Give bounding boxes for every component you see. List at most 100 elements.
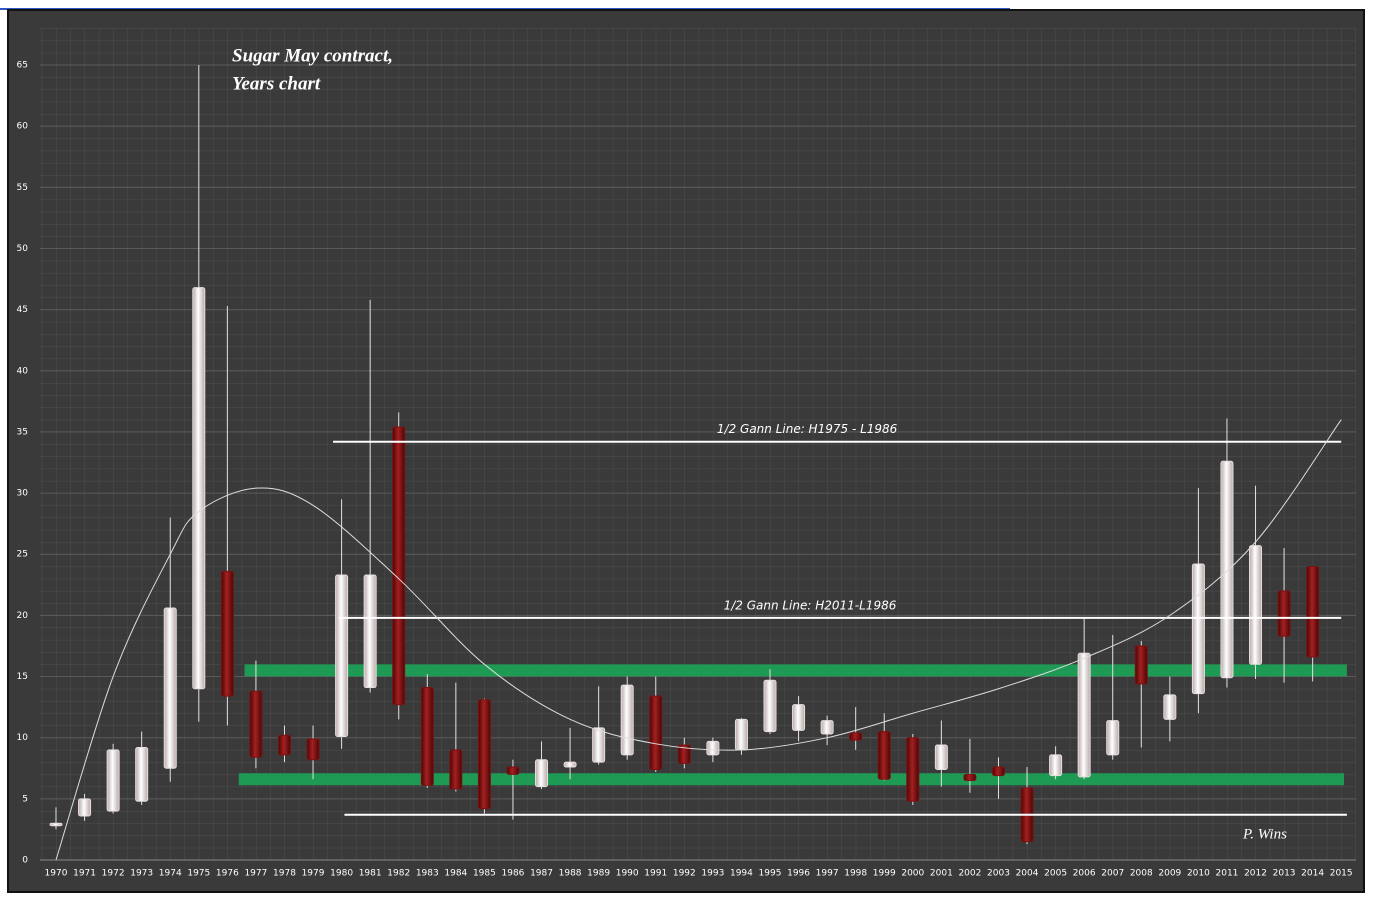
candle-body bbox=[906, 737, 920, 802]
x-tick-label: 1982 bbox=[387, 869, 410, 879]
candle-body bbox=[820, 720, 834, 735]
x-tick-label: 1980 bbox=[330, 869, 353, 879]
candle-body bbox=[477, 699, 491, 810]
y-tick-label: 35 bbox=[17, 427, 28, 437]
candle-body bbox=[49, 822, 63, 827]
candle-body bbox=[306, 738, 320, 761]
x-tick-label: 1971 bbox=[73, 869, 96, 879]
candle-body bbox=[763, 679, 777, 733]
x-tick-label: 1983 bbox=[416, 869, 439, 879]
x-tick-label: 1986 bbox=[502, 869, 525, 879]
x-tick-label: 1998 bbox=[844, 869, 867, 879]
candle-body bbox=[277, 734, 291, 756]
candle-body bbox=[991, 766, 1005, 777]
x-tick-label: 2007 bbox=[1101, 869, 1124, 879]
candle-body bbox=[1306, 565, 1320, 658]
x-tick-label: 2004 bbox=[1016, 869, 1039, 879]
candle-body bbox=[792, 704, 806, 731]
y-tick-label: 5 bbox=[22, 794, 28, 804]
x-tick-label: 2000 bbox=[901, 869, 924, 879]
x-tick-label: 2011 bbox=[1216, 869, 1239, 879]
y-tick-label: 55 bbox=[17, 183, 28, 193]
x-tick-label: 1997 bbox=[816, 869, 839, 879]
candle-body bbox=[677, 744, 691, 764]
x-tick-label: 1992 bbox=[673, 869, 696, 879]
author: P. Wins bbox=[1242, 826, 1287, 842]
y-tick-label: 20 bbox=[17, 611, 29, 621]
candle-body bbox=[535, 759, 549, 788]
x-tick-label: 1981 bbox=[359, 869, 382, 879]
x-tick-label: 1985 bbox=[473, 869, 496, 879]
candle-body bbox=[1249, 545, 1263, 665]
x-tick-label: 1989 bbox=[587, 869, 610, 879]
candle-body bbox=[506, 766, 520, 775]
x-tick-label: 1993 bbox=[701, 869, 724, 879]
candle-body bbox=[592, 727, 606, 763]
candle-body bbox=[106, 749, 120, 812]
gann-label: 1/2 Gann Line: H2011-L1986 bbox=[724, 598, 897, 612]
x-tick-label: 1987 bbox=[530, 869, 553, 879]
x-tick-label: 1996 bbox=[787, 869, 810, 879]
candle-body bbox=[135, 746, 149, 802]
x-tick-label: 1990 bbox=[616, 869, 639, 879]
x-tick-label: 1999 bbox=[873, 869, 896, 879]
y-tick-label: 40 bbox=[17, 366, 29, 376]
trend-curve bbox=[55, 419, 1342, 861]
x-tick-label: 1994 bbox=[730, 869, 753, 879]
candle-body bbox=[563, 761, 577, 768]
x-tick-label: 1976 bbox=[216, 869, 239, 879]
x-tick-label: 2012 bbox=[1244, 869, 1267, 879]
x-tick-label: 1975 bbox=[187, 869, 210, 879]
x-tick-label: 2006 bbox=[1073, 869, 1096, 879]
y-tick-label: 0 bbox=[22, 856, 28, 866]
x-tick-label: 2013 bbox=[1273, 869, 1296, 879]
candle-body bbox=[963, 773, 977, 782]
candle-body bbox=[849, 732, 863, 741]
candle-body bbox=[877, 731, 891, 780]
x-tick-label: 1995 bbox=[759, 869, 782, 879]
chart-subtitle: Years chart bbox=[232, 73, 321, 94]
candle-body bbox=[1191, 563, 1205, 695]
candle-body bbox=[78, 798, 92, 817]
candle-body bbox=[1049, 754, 1063, 777]
x-tick-label: 2015 bbox=[1330, 869, 1353, 879]
y-tick-label: 60 bbox=[17, 122, 29, 132]
y-tick-label: 25 bbox=[17, 550, 28, 560]
x-tick-label: 1970 bbox=[45, 869, 68, 879]
x-tick-label: 1988 bbox=[559, 869, 582, 879]
x-tick-label: 2009 bbox=[1158, 869, 1181, 879]
candle-body bbox=[1134, 645, 1148, 685]
candle-body bbox=[1220, 460, 1234, 679]
x-tick-label: 2003 bbox=[987, 869, 1010, 879]
gann-label: 1/2 Gann Line: H1975 - L1986 bbox=[717, 422, 898, 436]
candle-body bbox=[335, 574, 349, 737]
y-tick-label: 15 bbox=[17, 672, 28, 682]
candle-body bbox=[192, 287, 206, 690]
candle-body bbox=[1277, 590, 1291, 637]
x-tick-label: 1979 bbox=[302, 869, 325, 879]
candle-body bbox=[1106, 720, 1120, 756]
candle-body bbox=[934, 744, 948, 770]
chart-title: Sugar May contract, bbox=[232, 45, 393, 66]
candle-body bbox=[449, 749, 463, 790]
candle-body bbox=[220, 570, 234, 697]
candle-body bbox=[392, 426, 406, 706]
x-tick-label: 2001 bbox=[930, 869, 953, 879]
candle-body bbox=[649, 695, 663, 770]
candle-body bbox=[163, 607, 177, 769]
x-tick-label: 2014 bbox=[1301, 869, 1324, 879]
x-tick-label: 2010 bbox=[1187, 869, 1210, 879]
x-tick-label: 1972 bbox=[102, 869, 125, 879]
x-tick-label: 1973 bbox=[130, 869, 153, 879]
x-tick-label: 1977 bbox=[244, 869, 267, 879]
candle-body bbox=[1163, 694, 1177, 720]
y-tick-label: 65 bbox=[17, 61, 28, 71]
x-tick-label: 2005 bbox=[1044, 869, 1067, 879]
candle-body bbox=[249, 690, 263, 758]
candle-body bbox=[1077, 652, 1091, 778]
x-tick-label: 1984 bbox=[444, 869, 467, 879]
y-tick-label: 10 bbox=[17, 733, 29, 743]
x-tick-label: 2008 bbox=[1130, 869, 1153, 879]
y-tick-label: 50 bbox=[17, 244, 29, 254]
